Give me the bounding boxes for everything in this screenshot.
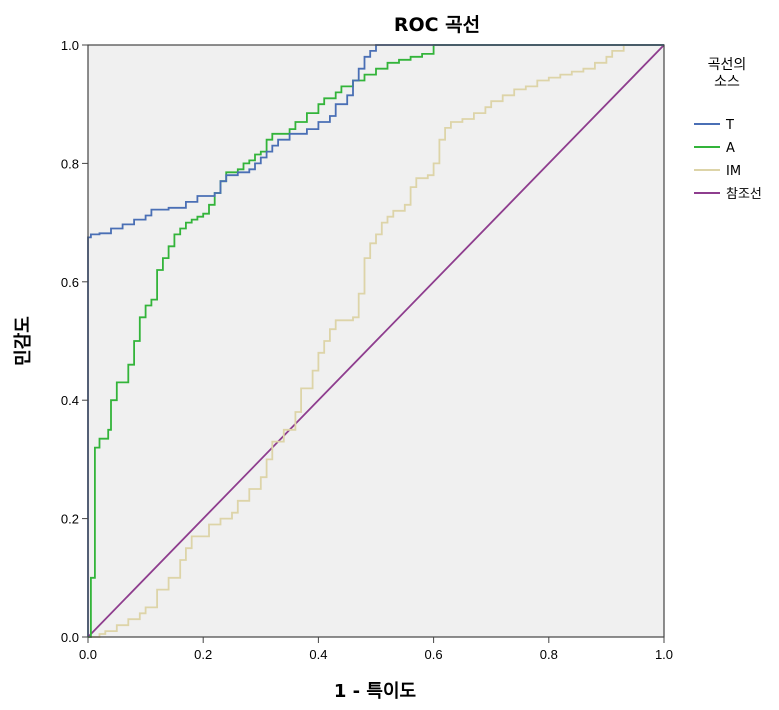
x-tick-label: 0.0: [79, 647, 97, 662]
x-tick-label: 0.4: [309, 647, 327, 662]
legend-title: 소스: [714, 74, 740, 90]
x-tick-label: 0.8: [540, 647, 558, 662]
y-tick-label: 0.4: [61, 393, 79, 408]
legend-label: A: [726, 141, 735, 156]
series-line-4: [87, 44, 665, 638]
y-axis-label: 민감도: [13, 316, 34, 366]
x-tick-label: 0.6: [425, 647, 443, 662]
y-tick-label: 0.0: [61, 630, 79, 645]
legend-label: 참조선: [726, 187, 762, 202]
y-tick-label: 0.2: [61, 512, 79, 527]
plot-frame: [87, 44, 665, 638]
legend-label: IM: [726, 164, 741, 179]
legend-label: T: [725, 118, 734, 133]
x-axis: 0.0 0.2 0.4 0.6 0.8 1.0: [79, 637, 673, 662]
y-tick-label: 1.0: [61, 38, 79, 53]
y-axis: 0.0 0.2 0.4 0.6 0.8 1.0: [61, 38, 88, 645]
legend-title: 곡선의: [708, 57, 747, 73]
series-line-3: [88, 44, 664, 638]
x-tick-label: 1.0: [655, 647, 673, 662]
y-tick-label: 0.6: [61, 275, 79, 290]
y-tick-label: 0.8: [61, 156, 79, 171]
series-line-1: [87, 44, 664, 637]
chart-title: ROC 곡선: [394, 14, 480, 36]
series-layer: [87, 44, 665, 638]
x-axis-label: 1 - 특이도: [334, 681, 416, 702]
x-tick-label: 0.2: [194, 647, 212, 662]
